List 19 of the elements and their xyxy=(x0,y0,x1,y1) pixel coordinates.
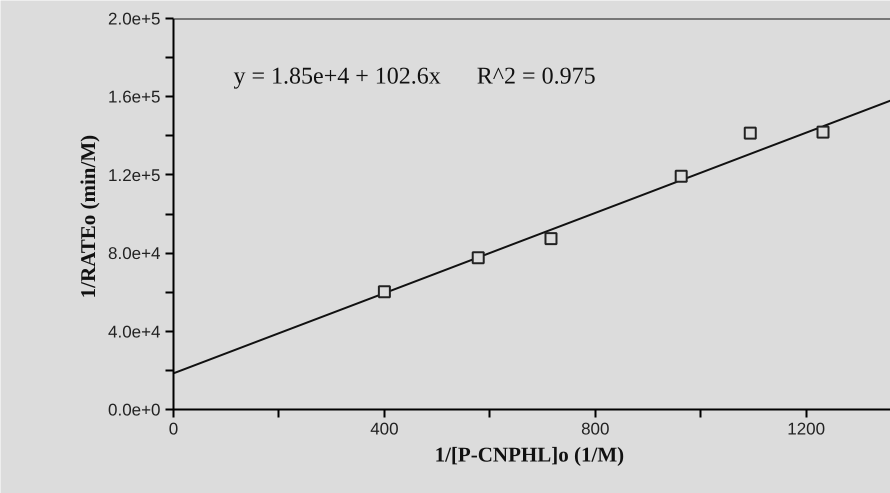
y-tick-label: 2.0e+5 xyxy=(108,10,161,28)
point xyxy=(744,126,757,140)
point xyxy=(544,232,558,246)
x-tick-label: 0 xyxy=(168,420,178,438)
point xyxy=(816,126,830,139)
x-tick-label: 800 xyxy=(581,420,610,438)
x-axis-title: 1/[P-CNPHL]o (1/M) xyxy=(434,442,624,466)
y-axis-title: 1/RATEo (min/M) xyxy=(76,134,100,298)
y-tick-label: 1.2e+5 xyxy=(108,166,161,185)
y-tick-label: 1.6e+5 xyxy=(108,88,161,107)
annotation: y = 1.85e+4 + 102.6x R^2 = 0.975 xyxy=(234,64,596,90)
y-tick-label: 8.0e+4 xyxy=(108,244,161,264)
y-tick-label: 4.0e+4 xyxy=(108,322,161,342)
y-tick-label: 0.0e+0 xyxy=(108,400,161,420)
x-tick-label: 1200 xyxy=(787,420,826,438)
point xyxy=(674,170,688,183)
x-tick-label: 400 xyxy=(370,420,399,438)
point xyxy=(378,285,391,298)
point xyxy=(472,251,485,264)
